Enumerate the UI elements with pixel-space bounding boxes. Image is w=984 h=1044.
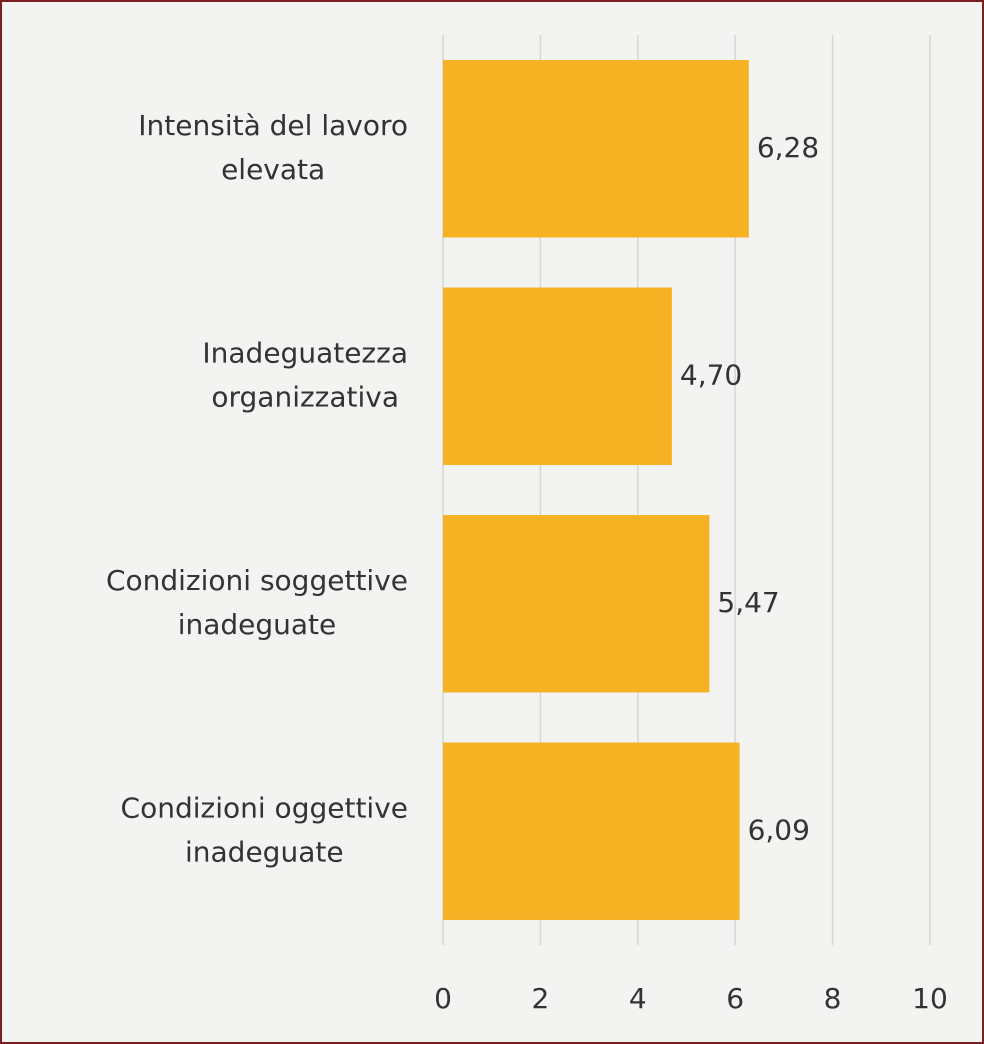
value-label: 4,70 xyxy=(680,358,742,391)
x-tick-label: 2 xyxy=(531,982,549,1015)
category-label: Intensità del lavoro xyxy=(138,109,408,142)
value-label: 6,28 xyxy=(757,131,819,164)
bar xyxy=(443,60,749,238)
category-label: inadeguate xyxy=(178,608,337,641)
value-label: 6,09 xyxy=(748,813,810,846)
x-tick-label: 8 xyxy=(824,982,842,1015)
x-tick-label: 4 xyxy=(629,982,647,1015)
category-label: Inadeguatezza xyxy=(202,336,408,369)
category-label: inadeguate xyxy=(185,835,344,868)
bar xyxy=(443,515,710,693)
x-tick-label: 0 xyxy=(434,982,452,1015)
value-label: 5,47 xyxy=(717,586,779,619)
category-label: Condizioni soggettive xyxy=(106,564,408,597)
x-tick-label: 10 xyxy=(912,982,948,1015)
category-label: Condizioni oggettive xyxy=(121,791,408,824)
category-label: elevata xyxy=(221,153,325,186)
bar xyxy=(443,742,740,920)
category-label: organizzativa xyxy=(211,380,399,413)
x-tick-label: 6 xyxy=(726,982,744,1015)
bar xyxy=(443,287,672,465)
